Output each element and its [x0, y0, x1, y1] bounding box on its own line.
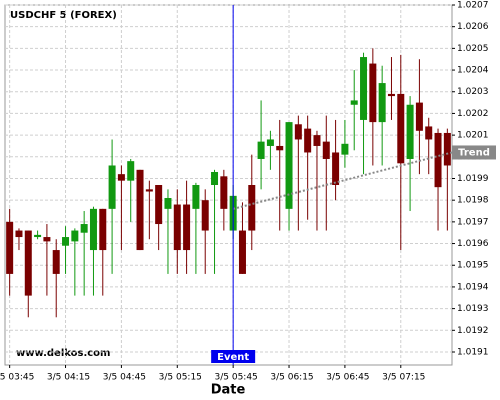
candle-body [266, 139, 274, 146]
candle-body [378, 83, 386, 123]
candle-body [369, 63, 377, 123]
candle-body [415, 102, 423, 131]
y-tick-label: 1.0197 [457, 217, 489, 227]
candle-body [136, 169, 144, 251]
candle-body [360, 57, 368, 120]
x-tick-label: 3/5 05:15 [159, 373, 202, 383]
candle-body [183, 204, 191, 251]
candle-body [257, 141, 265, 159]
y-tick-label: 1.0195 [457, 261, 489, 271]
y-tick-label: 1.0196 [457, 239, 489, 249]
candle-body [276, 145, 284, 151]
trend-line [232, 151, 453, 210]
candle-body [145, 189, 153, 192]
candle-body [220, 176, 228, 209]
y-tick-label: 1.0203 [457, 87, 489, 97]
candle-body [43, 237, 51, 242]
x-tick-label: 3/5 05:45 [215, 373, 258, 383]
candle-body [248, 185, 256, 231]
candle-body [397, 93, 405, 164]
candle-body [425, 126, 433, 140]
candle-body [192, 185, 200, 209]
candle-body [71, 230, 79, 242]
candle-body [406, 104, 414, 159]
candle-body [313, 135, 321, 146]
y-tick-label: 1.0191 [457, 347, 489, 357]
candle-body [99, 208, 107, 251]
candle-body [350, 100, 358, 105]
candle-body [89, 208, 97, 251]
y-tick-label: 1.0194 [457, 282, 489, 292]
plot-area [4, 4, 453, 366]
y-tick-label: 1.0192 [457, 326, 489, 336]
y-tick-label: 1.0198 [457, 196, 489, 206]
candle-body [294, 124, 302, 140]
x-tick-label: 3/5 04:45 [103, 373, 146, 383]
x-axis-label: Date [211, 383, 246, 398]
y-tick-label: 1.0201 [457, 131, 489, 141]
candle-body [15, 230, 23, 238]
candle-body [173, 204, 181, 251]
trend-label: Trend [458, 147, 490, 158]
x-tick-label: 3/5 03:45 [0, 373, 34, 383]
y-tick-label: 1.0193 [457, 304, 489, 314]
y-tick-label: 1.0199 [457, 174, 489, 184]
candle-body [127, 161, 135, 181]
candle-body [117, 174, 125, 181]
candle-body [332, 152, 340, 185]
candle-body [6, 221, 14, 274]
candle-body [322, 141, 330, 159]
x-tick-label: 3/5 07:15 [382, 373, 425, 383]
candle-body [108, 165, 116, 209]
candle-body [52, 250, 60, 274]
x-tick-label: 3/5 06:15 [270, 373, 313, 383]
candle-body [443, 132, 451, 166]
candle-body [201, 200, 209, 231]
candle-body [341, 143, 349, 155]
y-tick-label: 1.0202 [457, 109, 489, 119]
candle-body [80, 224, 88, 233]
trend-label-box [452, 145, 496, 160]
candle-body [24, 230, 32, 296]
candle-body [304, 128, 312, 153]
candle-body [155, 185, 163, 225]
chart-title: USDCHF 5 (FOREX) [10, 10, 117, 21]
candle-body [164, 198, 172, 209]
y-tick-label: 1.0207 [457, 1, 489, 11]
candle-body [34, 234, 42, 238]
watermark: www.delkos.com [16, 348, 110, 359]
candle-body [387, 93, 395, 97]
y-tick-label: 1.0206 [457, 22, 489, 32]
y-tick-label: 1.0204 [457, 66, 489, 76]
candle-body [285, 122, 293, 209]
event-label-box [211, 350, 256, 363]
x-tick-label: 3/5 06:45 [326, 373, 369, 383]
y-tick-label: 1.0205 [457, 44, 489, 54]
candle-body [434, 132, 442, 188]
candle-body [211, 171, 219, 185]
event-label: Event [217, 352, 249, 363]
candle-body [62, 237, 70, 246]
candle-body [238, 230, 246, 274]
x-tick-label: 3/5 04:15 [47, 373, 90, 383]
